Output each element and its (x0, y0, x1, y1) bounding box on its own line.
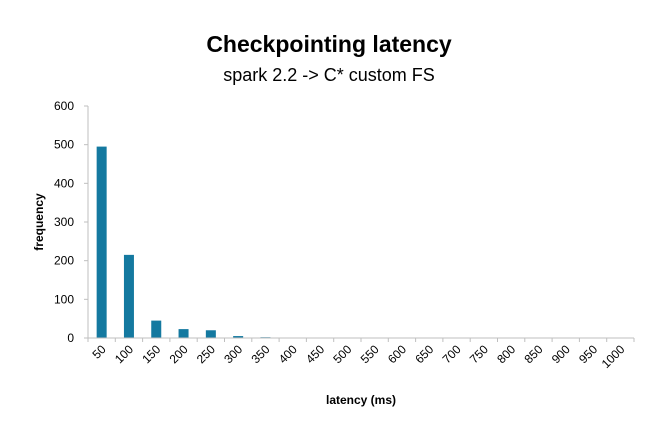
x-axis-title: latency (ms) (326, 393, 396, 407)
x-tick-label: 350 (249, 342, 273, 366)
x-tick-label: 400 (276, 342, 300, 366)
bar (205, 330, 216, 338)
axes (84, 105, 635, 342)
y-tick-label: 0 (67, 331, 74, 345)
x-tick-label: 200 (167, 342, 191, 366)
x-tick-label: 600 (385, 342, 409, 366)
bar (151, 320, 162, 338)
x-tick-label: 550 (358, 342, 382, 366)
x-tick-label: 100 (112, 342, 136, 366)
x-tick-label: 150 (139, 342, 163, 366)
x-tick-label: 900 (549, 342, 573, 366)
chart-title: Checkpointing latency (206, 31, 452, 57)
y-tick-label: 600 (54, 99, 74, 113)
x-tick-label: 700 (440, 342, 464, 366)
x-tick-label: 950 (576, 342, 600, 366)
x-tick-label: 50 (89, 342, 109, 362)
y-tick-label: 300 (54, 215, 74, 229)
x-tick-label: 450 (303, 342, 327, 366)
y-axis-title: frequency (32, 193, 46, 251)
y-tick-label: 200 (54, 254, 74, 268)
x-axis-ticks: 50 100 150 200 250 300 350 400 450 500 550 600 650 70… (89, 342, 627, 371)
x-tick-label: 800 (494, 342, 518, 366)
chart-subtitle: spark 2.2 -> C* custom FS (223, 65, 435, 85)
x-tick-label: 500 (330, 342, 354, 366)
x-tick-label: 750 (467, 342, 491, 366)
bar-series (96, 146, 271, 338)
x-tick-label: 850 (522, 342, 546, 366)
bar (178, 329, 189, 338)
x-tick-label: 650 (412, 342, 436, 366)
x-tick-label: 250 (194, 342, 218, 366)
y-tick-label: 400 (54, 176, 74, 190)
bar (233, 336, 244, 338)
y-axis-ticks: 0 100 200 300 400 500 600 (54, 99, 74, 345)
x-tick-label: 300 (221, 342, 245, 366)
bar (123, 254, 134, 338)
y-tick-label: 100 (54, 292, 74, 306)
x-tick-label: 1000 (599, 342, 628, 371)
bar (96, 146, 107, 338)
y-tick-label: 500 (54, 138, 74, 152)
